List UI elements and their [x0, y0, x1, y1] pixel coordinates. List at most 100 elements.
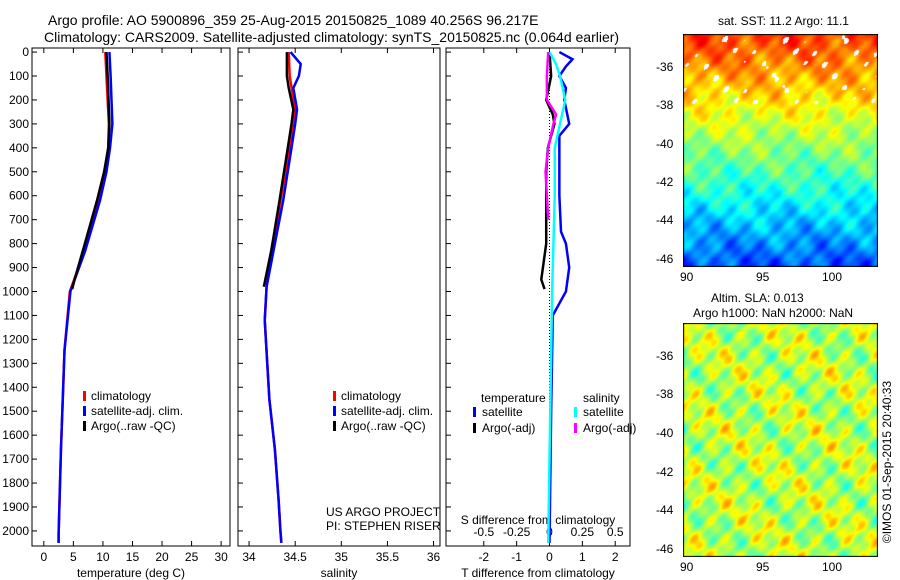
legend-swatch	[83, 421, 86, 431]
sst-lat-tick: -44	[656, 213, 674, 228]
s-tick-label: -0.25	[503, 525, 531, 539]
sla-map	[683, 323, 878, 557]
pi-label: PI: STEPHEN RISER	[326, 519, 441, 533]
series-s-argo-adj-	[544, 52, 558, 220]
y-tick-label: 100	[9, 69, 29, 83]
x-tick-label: 5	[70, 550, 77, 564]
sla-lat-tick: -44	[656, 503, 674, 518]
x-tick-label: 10	[96, 550, 110, 564]
y-tick-label: 700	[9, 213, 29, 227]
difference-xlabel: T difference from climatology	[461, 566, 615, 580]
legend-label: Argo(..raw -QC)	[341, 419, 426, 433]
sst-lon-tick: 100	[822, 270, 843, 284]
legend-swatch	[83, 391, 86, 401]
legend-label: satellite	[583, 405, 624, 419]
sst-map-title: sat. SST: 11.2 Argo: 11.1	[718, 14, 849, 28]
legend-swatch	[473, 423, 476, 433]
legend-swatch	[83, 406, 86, 416]
series-argo-raw-qc-	[70, 52, 111, 290]
sla-lon-tick: 95	[756, 560, 770, 574]
s-tick-label: 0.25	[571, 525, 595, 539]
title-line-2: Climatology: CARS2009. Satellite-adjuste…	[44, 29, 620, 45]
sst-map	[683, 34, 878, 267]
legend-swatch	[333, 406, 336, 416]
legend-label: climatology	[341, 389, 401, 403]
x-tick-label: 0	[40, 550, 47, 564]
x-tick-label: 20	[155, 550, 169, 564]
x-tick-label: 34	[242, 550, 256, 564]
x-tick-label: 2	[612, 550, 619, 564]
sla-lat-tick: -36	[656, 348, 674, 363]
sla-lat-tick: -40	[656, 425, 674, 440]
y-tick-label: 200	[9, 93, 29, 107]
legend-header-temperature: temperature	[481, 391, 546, 405]
legend-label: satellite	[482, 405, 523, 419]
legend-swatch	[473, 407, 476, 417]
y-tick-label: 1200	[2, 332, 29, 346]
y-tick-label: 600	[9, 189, 29, 203]
difference-axes-box	[445, 47, 631, 547]
series-s-satellite	[546, 51, 567, 543]
sst-lat-tick: -46	[656, 251, 674, 266]
series-t-satellite	[548, 50, 575, 543]
legend-label: Argo(-adj)	[482, 421, 535, 435]
project-label: US ARGO PROJECT	[326, 505, 441, 519]
sla-lat-tick: -46	[656, 541, 674, 556]
s-diff-label: S difference from climatology	[461, 513, 616, 527]
series-climatology	[57, 52, 111, 543]
x-tick-label: -1	[511, 550, 522, 564]
series-satellite-adj-clim-	[263, 51, 303, 543]
sla-map-title-1: Altim. SLA: 0.013	[711, 291, 804, 305]
legend-label: Argo(..raw -QC)	[91, 419, 176, 433]
legend-swatch	[333, 391, 336, 401]
sst-lon-tick: 95	[756, 270, 770, 284]
sla-lon-tick: 100	[822, 560, 843, 574]
legend-label: climatology	[91, 389, 151, 403]
y-tick-label: 900	[9, 261, 29, 275]
y-tick-label: 1600	[2, 428, 29, 442]
sla-lat-tick: -42	[656, 464, 674, 479]
x-tick-label: 1	[579, 550, 586, 564]
y-tick-label: 1300	[2, 356, 29, 370]
sla-lat-tick: -38	[656, 387, 674, 402]
legend-swatch	[574, 407, 577, 417]
y-tick-label: 0	[22, 45, 29, 59]
y-tick-label: 2000	[2, 524, 29, 538]
sst-lat-tick: -40	[656, 136, 674, 151]
y-tick-label: 1000	[2, 284, 29, 298]
legend-swatch	[574, 423, 577, 433]
sst-lat-tick: -38	[656, 98, 674, 113]
sst-lat-tick: -36	[656, 59, 674, 74]
imos-timestamp: ©IMOS 01-Sep-2015 20:40:33	[880, 380, 894, 544]
y-tick-label: 1900	[2, 500, 29, 514]
x-tick-label: 15	[126, 550, 140, 564]
x-tick-label: 25	[185, 550, 199, 564]
legend-label: satellite-adj. clim.	[341, 404, 433, 418]
legend-label: satellite-adj. clim.	[91, 404, 183, 418]
x-tick-label: 36	[427, 550, 441, 564]
series-argo-raw-qc-	[262, 52, 295, 287]
y-tick-label: 1800	[2, 476, 29, 490]
y-tick-label: 1400	[2, 380, 29, 394]
legend-header-salinity: salinity	[583, 391, 620, 405]
y-tick-label: 500	[9, 165, 29, 179]
legend-label: Argo(-adj)	[583, 421, 636, 435]
x-tick-label: 35	[335, 550, 349, 564]
salinity-xlabel: salinity	[321, 566, 358, 580]
y-tick-label: 800	[9, 237, 29, 251]
x-tick-label: 0	[546, 550, 553, 564]
legend-swatch	[333, 421, 336, 431]
temperature-xlabel: temperature (deg C)	[77, 566, 185, 580]
sst-lat-tick: -42	[656, 174, 674, 189]
x-tick-label: -2	[478, 550, 489, 564]
salinity-axes-box	[237, 47, 441, 547]
series-satellite-adj-clim-	[57, 52, 114, 543]
title-line-1: Argo profile: AO 5900896_359 25-Aug-2015…	[48, 12, 539, 28]
y-tick-label: 1100	[3, 308, 29, 322]
s-tick-label: -0.5	[473, 525, 494, 539]
sst-lon-tick: 90	[680, 270, 694, 284]
y-tick-label: 1500	[2, 404, 29, 418]
y-tick-label: 400	[9, 141, 29, 155]
